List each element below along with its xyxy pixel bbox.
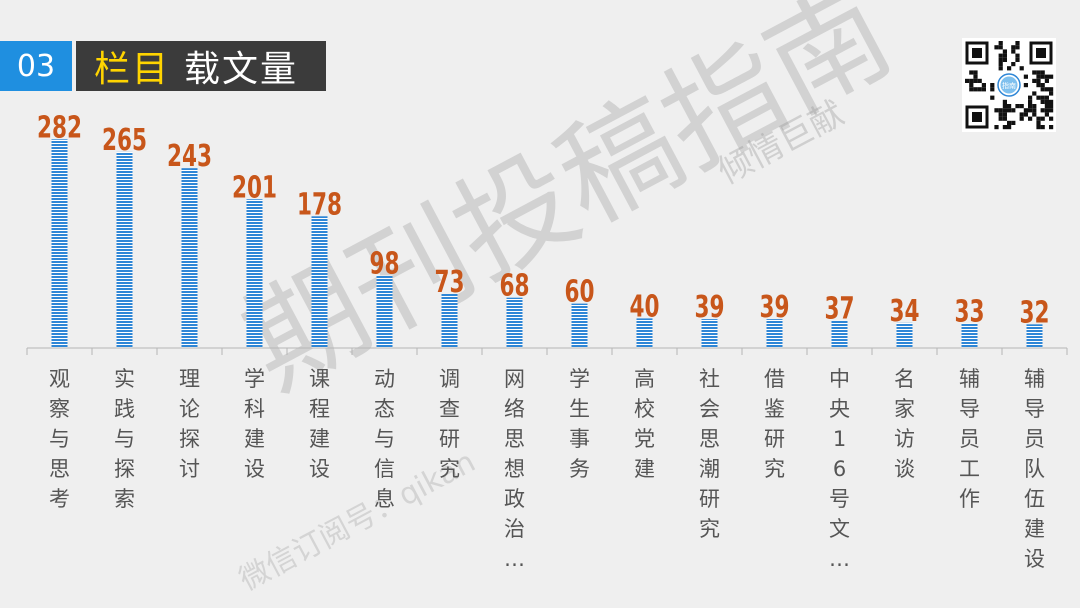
bar-6 bbox=[376, 275, 393, 348]
bar-10 bbox=[636, 318, 653, 348]
bar-7 bbox=[441, 293, 458, 348]
value-label-6: 98 bbox=[370, 246, 400, 281]
value-label-9: 60 bbox=[565, 275, 595, 310]
value-label-4: 201 bbox=[232, 170, 277, 205]
bar-15 bbox=[961, 323, 978, 348]
category-label-14: 名家访谈 bbox=[894, 367, 915, 481]
qr-badge-text: 指南 bbox=[1002, 81, 1016, 90]
value-label-15: 33 bbox=[955, 295, 985, 330]
section-title-rest: 载文量 bbox=[184, 49, 299, 90]
bar-12 bbox=[766, 319, 783, 348]
bar-1 bbox=[51, 139, 68, 348]
value-label-7: 73 bbox=[435, 265, 465, 300]
value-label-16: 32 bbox=[1020, 295, 1050, 330]
category-label-7: 调查研究 bbox=[439, 367, 460, 481]
section-title: 栏目 载文量 bbox=[76, 41, 326, 91]
category-label-11: 社会思潮研究 bbox=[699, 367, 720, 541]
category-label-6: 动态与信息 bbox=[374, 367, 395, 511]
section-title-highlight: 栏目 bbox=[94, 49, 171, 90]
value-label-2: 265 bbox=[102, 123, 147, 158]
category-label-8: 网络思想政治… bbox=[504, 367, 525, 571]
value-label-5: 178 bbox=[297, 187, 342, 222]
category-label-3: 理论探讨 bbox=[179, 367, 200, 481]
section-number: 03 bbox=[0, 41, 72, 91]
value-label-3: 243 bbox=[167, 139, 212, 174]
bar-14 bbox=[896, 322, 913, 348]
bar-5 bbox=[311, 216, 328, 348]
category-label-16: 辅导员队伍建设 bbox=[1024, 367, 1045, 571]
category-label-12: 借鉴研究 bbox=[764, 367, 785, 481]
category-label-4: 学科建设 bbox=[244, 367, 265, 481]
value-label-8: 68 bbox=[500, 269, 530, 304]
bar-11 bbox=[701, 319, 718, 348]
category-label-15: 辅导员工作 bbox=[959, 367, 980, 511]
category-label-9: 学生事务 bbox=[569, 367, 590, 481]
bar-13 bbox=[831, 320, 848, 348]
category-label-2: 实践与探索 bbox=[114, 367, 135, 511]
qr-code: 指南 bbox=[962, 38, 1056, 132]
value-label-12: 39 bbox=[760, 290, 790, 325]
category-label-13: 中央 1 6 号文… bbox=[829, 367, 850, 571]
category-label-1: 观察与思考 bbox=[49, 367, 70, 511]
bar-2 bbox=[116, 151, 133, 348]
value-label-10: 40 bbox=[630, 289, 660, 324]
bar-3 bbox=[181, 168, 198, 348]
bar-9 bbox=[571, 303, 588, 348]
bar-8 bbox=[506, 297, 523, 348]
value-label-13: 37 bbox=[825, 292, 855, 327]
category-label-5: 课程建设 bbox=[309, 367, 330, 481]
bar-16 bbox=[1026, 324, 1043, 348]
bar-4 bbox=[246, 199, 263, 348]
value-label-1: 282 bbox=[37, 110, 82, 145]
value-label-11: 39 bbox=[695, 290, 725, 325]
value-label-14: 34 bbox=[890, 294, 920, 329]
category-label-10: 高校党建 bbox=[634, 367, 655, 481]
